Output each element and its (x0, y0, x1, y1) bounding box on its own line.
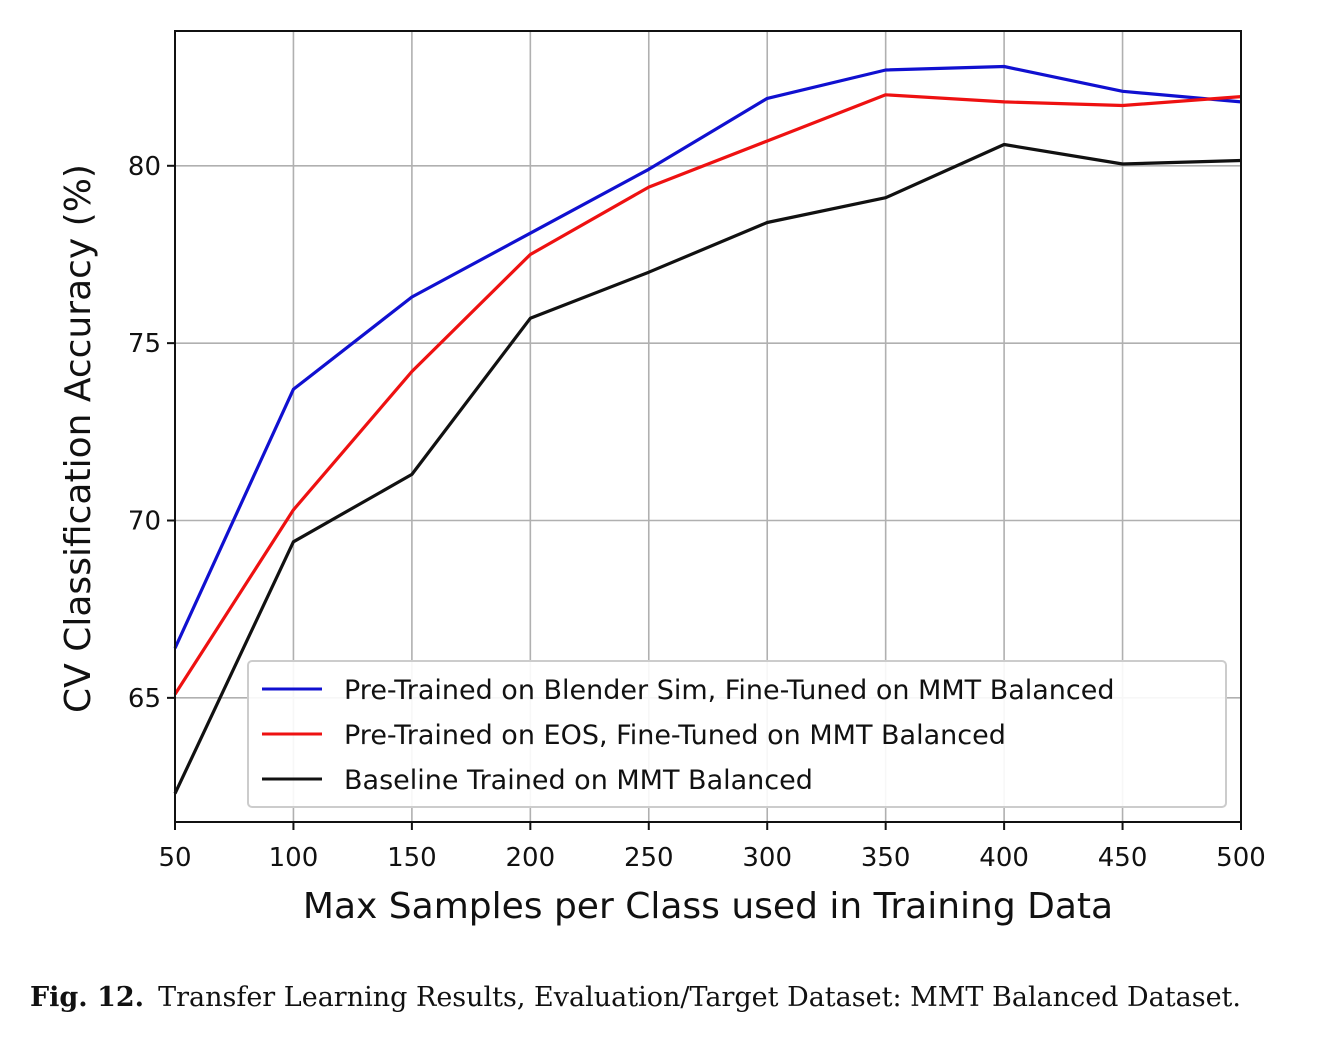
x-tick-label: 250 (624, 843, 674, 873)
x-tick-label: 350 (861, 843, 911, 873)
legend-entry-eos: Pre-Trained on EOS, Fine-Tuned on MMT Ba… (262, 720, 1006, 751)
figure-label: Fig. 12. (30, 982, 145, 1013)
x-tick-label: 450 (1098, 843, 1148, 873)
y-tick-label: 75 (128, 329, 161, 359)
series-line-baseline (173, 142, 1242, 795)
series-lines (173, 64, 1242, 795)
y-tick-label: 80 (128, 152, 161, 182)
series-line-blender (173, 64, 1242, 649)
legend-label-eos: Pre-Trained on EOS, Fine-Tuned on MMT Ba… (344, 720, 1006, 751)
x-tick-label: 50 (158, 843, 191, 873)
line-chart: 50 100 150 200 250 300 350 400 450 500 65 70 75 80 Ma… (58, 30, 1266, 927)
legend-label-blender: Pre-Trained on Blender Sim, Fine-Tuned o… (344, 675, 1115, 706)
plot-frame (174, 30, 1242, 823)
y-tick-label: 70 (128, 506, 161, 536)
legend: Pre-Trained on Blender Sim, Fine-Tuned o… (247, 660, 1227, 808)
x-tick-label: 100 (269, 843, 319, 873)
x-axis-label: Max Samples per Class used in Training D… (303, 886, 1113, 927)
x-tick-label: 400 (979, 843, 1029, 873)
legend-entry-baseline: Baseline Trained on MMT Balanced (262, 765, 813, 796)
y-tick-label: 65 (128, 684, 161, 714)
figure-caption: Fig. 12. Transfer Learning Results, Evalu… (30, 982, 1300, 1013)
x-tick-label: 150 (387, 843, 437, 873)
legend-box (247, 660, 1227, 808)
caption-text: Transfer Learning Results, Evaluation/Ta… (158, 982, 1241, 1013)
legend-label-baseline: Baseline Trained on MMT Balanced (344, 765, 813, 796)
x-tick-label: 200 (506, 843, 556, 873)
x-tick-label: 500 (1216, 843, 1266, 873)
legend-entry-blender: Pre-Trained on Blender Sim, Fine-Tuned o… (262, 675, 1115, 706)
x-tick-label: 300 (742, 843, 792, 873)
series-line-eos (173, 93, 1242, 696)
axis-ticks: 50 100 150 200 250 300 350 400 450 500 65 70 75 80 (128, 152, 1266, 873)
y-axis-label: CV Classification Accuracy (%) (58, 164, 99, 713)
